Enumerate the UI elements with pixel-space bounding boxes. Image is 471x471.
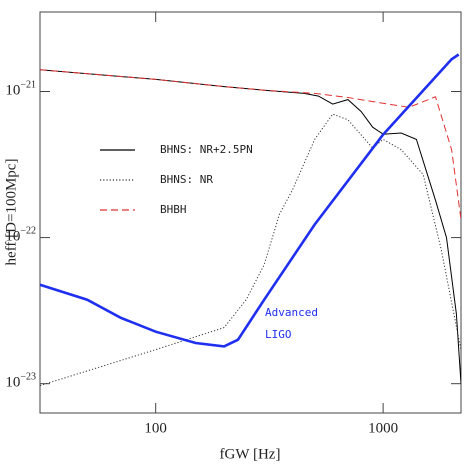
- legend-label: BHNS: NR: [160, 173, 213, 186]
- x-axis-label: fGW [Hz]: [220, 446, 281, 462]
- plot-frame: [39, 11, 462, 414]
- y-tick-label: 10−22: [5, 226, 36, 245]
- y-tick-label: 10−23: [5, 372, 36, 391]
- annotation: LIGO: [265, 328, 292, 341]
- series-line: [40, 53, 460, 348]
- legend-label: BHBH: [160, 203, 187, 216]
- x-tick-label: 100: [144, 420, 167, 436]
- annotation: Advanced: [265, 306, 318, 319]
- x-tick-label: 1000: [368, 420, 398, 436]
- legend-label: BHNS: NR+2.5PN: [160, 143, 253, 156]
- y-tick-label: 10−21: [5, 80, 36, 99]
- y-axis-label: heff [D=100Mpc]: [3, 159, 19, 266]
- series-line: [40, 69, 461, 220]
